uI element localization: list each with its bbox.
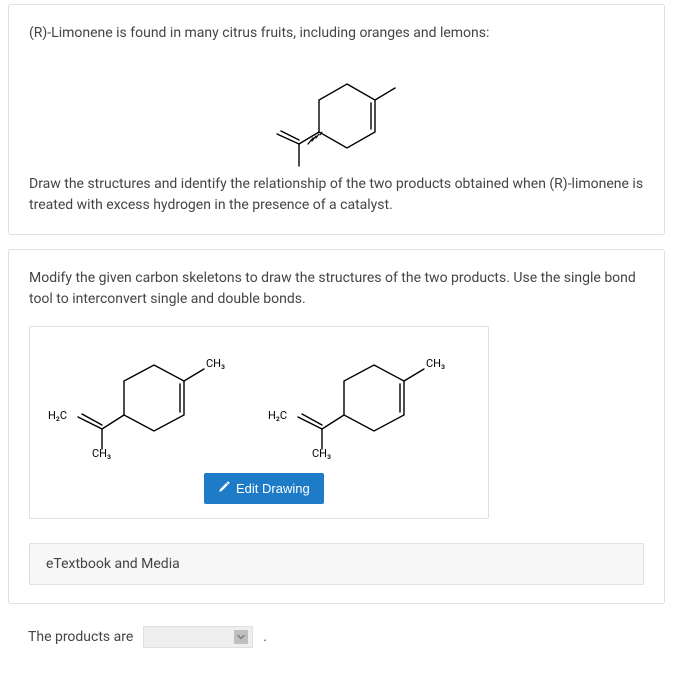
ch3-label: CH₃ — [206, 357, 225, 370]
edit-drawing-label: Edit Drawing — [236, 481, 310, 496]
answer-row: The products are . — [8, 618, 665, 656]
instruction-text: Modify the given carbon skeletons to dra… — [29, 268, 644, 310]
limonene-structure — [29, 44, 644, 174]
products-dropdown[interactable] — [143, 626, 253, 648]
pencil-icon — [218, 481, 230, 496]
limonene-svg — [237, 50, 437, 170]
h2c-label: H₂C — [48, 409, 67, 422]
answer-prefix: The products are — [28, 629, 133, 645]
etextbook-label: eTextbook and Media — [46, 556, 180, 572]
question-card-1: (R)-Limonene is found in many citrus fru… — [8, 4, 665, 235]
skeleton-2: CH₃ H₂C CH₃ — [264, 339, 474, 459]
h2c-label: H₂C — [268, 409, 287, 422]
task-text: Draw the structures and identify the rel… — [29, 174, 644, 216]
etextbook-media-button[interactable]: eTextbook and Media — [29, 543, 644, 585]
answer-suffix: . — [263, 629, 267, 645]
chevron-down-icon — [234, 630, 248, 644]
edit-drawing-button[interactable]: Edit Drawing — [204, 473, 324, 504]
skeleton-1: CH₃ H₂C CH₃ — [44, 339, 254, 459]
skeleton-row: CH₃ H₂C CH₃ CH₃ H₂C CH₃ — [44, 339, 474, 459]
ch3-label: CH₃ — [426, 357, 445, 370]
question-card-2: Modify the given carbon skeletons to dra… — [8, 249, 665, 604]
intro-text: (R)-Limonene is found in many citrus fru… — [29, 23, 644, 44]
ch3-label-2: CH₃ — [92, 447, 111, 459]
ch3-label-2: CH₃ — [312, 447, 331, 459]
drawing-panel: CH₃ H₂C CH₃ CH₃ H₂C CH₃ — [29, 326, 489, 519]
